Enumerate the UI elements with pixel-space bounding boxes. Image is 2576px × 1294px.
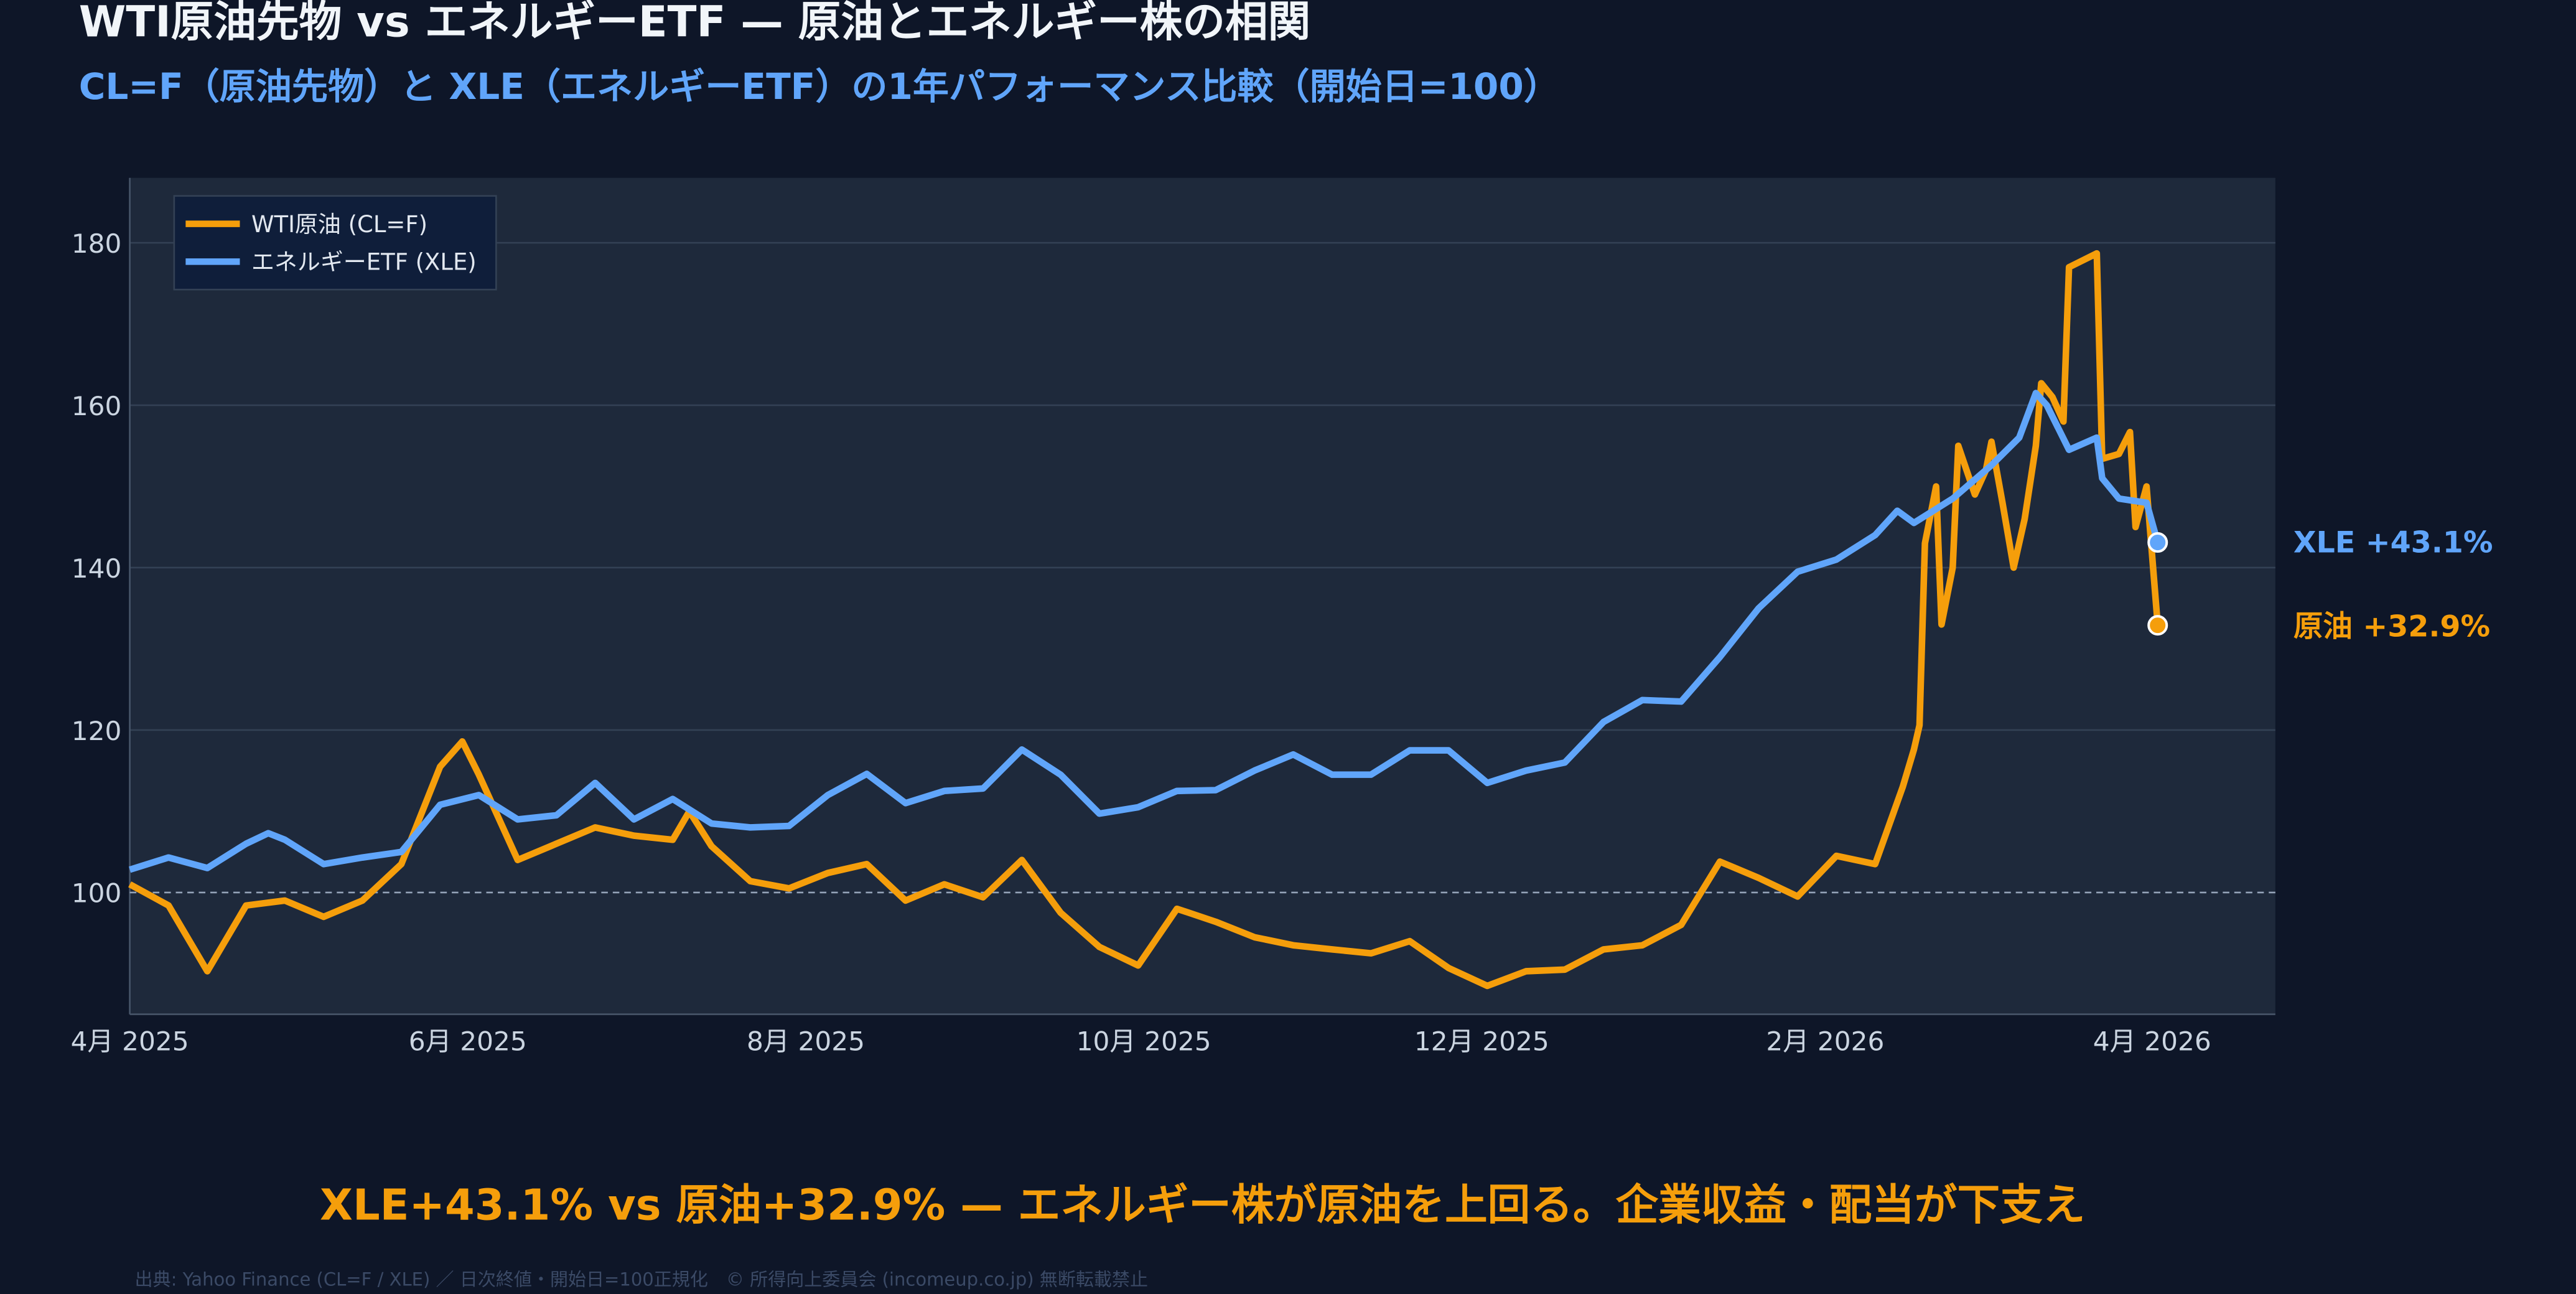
x-tick-label: 4月 2026 xyxy=(2093,1026,2211,1057)
end-point-xle xyxy=(2147,532,2168,553)
end-label-wti: 原油 +32.9% xyxy=(2294,609,2490,644)
legend-box xyxy=(173,195,497,291)
x-tick-label: 12月 2025 xyxy=(1414,1026,1549,1057)
page-subtitle: CL=F（原油先物）と XLE（エネルギーETF）の1年パフォーマンス比較（開始… xyxy=(79,65,1560,108)
x-tick-label: 2月 2026 xyxy=(1766,1026,1884,1057)
end-point-wti xyxy=(2147,615,2168,636)
y-tick-label: 180 xyxy=(72,228,122,259)
series-lines xyxy=(128,250,2168,990)
x-axis: 4月 2025 6月 2025 8月 2025 10月 2025 12月 2025 2月 … xyxy=(71,177,2275,1057)
plot-area xyxy=(129,177,2275,1015)
x-tick-label: 4月 2025 xyxy=(71,1026,189,1057)
legend-label-xle: エネルギーETF (XLE) xyxy=(251,249,477,276)
legend-label-wti: WTI原油 (CL=F) xyxy=(251,211,427,238)
end-label-xle: XLE +43.1% xyxy=(2294,526,2493,560)
x-tick-label: 8月 2025 xyxy=(747,1026,865,1057)
x-tick-label: 10月 2025 xyxy=(1076,1026,1211,1057)
footer-credit: 出典: Yahoo Finance (CL=F / XLE) ／ 日次終値・開始… xyxy=(135,1268,1149,1290)
y-axis: 100 120 140 160 180 xyxy=(72,228,122,909)
page-title: WTI原油先物 vs エネルギーETF — 原油とエネルギー株の相関 xyxy=(79,0,1311,47)
x-tick-label: 6月 2025 xyxy=(409,1026,527,1057)
series-line-wti xyxy=(128,250,2162,990)
y-tick-label: 160 xyxy=(72,391,122,421)
legend: WTI原油 (CL=F) エネルギーETF (XLE) xyxy=(173,195,497,291)
series-line-xle xyxy=(129,390,2161,873)
y-tick-label: 140 xyxy=(72,553,122,584)
y-tick-label: 120 xyxy=(72,716,122,746)
headline: XLE+43.1% vs 原油+32.9% — エネルギー株が原油を上回る。企業… xyxy=(320,1181,2085,1231)
y-tick-label: 100 xyxy=(72,878,122,909)
